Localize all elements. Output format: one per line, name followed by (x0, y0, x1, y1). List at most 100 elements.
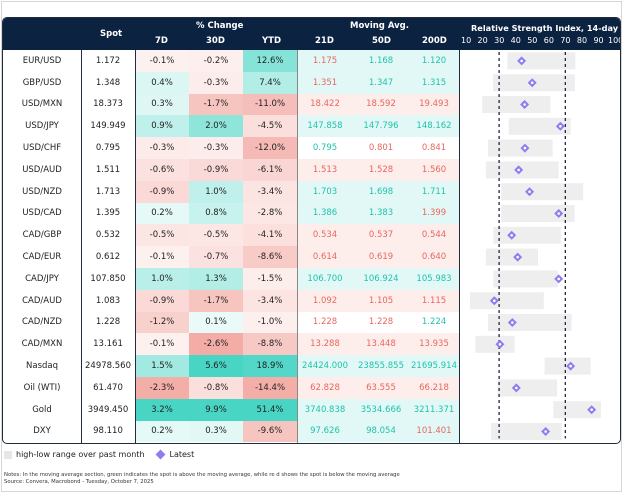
range-swatch-icon (4, 450, 12, 459)
change-7d: -1.2% (135, 311, 189, 334)
column-divider (297, 50, 298, 443)
rsi-range-bar (482, 96, 551, 113)
ma-21d: 62.828 (297, 377, 353, 399)
change-30d: 0.1% (189, 311, 243, 334)
table-row: USD/NZD 1.713 -0.9% 1.0% -3.4% 1.703 1.698 1.71… (3, 180, 620, 203)
header-pct-change: % Change (196, 21, 244, 31)
spot-value: 149.949 (90, 121, 126, 132)
rsi-marker-center (520, 59, 523, 63)
row-name: CAD/JPY (25, 273, 59, 284)
rsi-tick-label: 100 (608, 36, 620, 45)
rsi-range-bar (497, 379, 558, 397)
row-name: CAD/EUR (22, 252, 62, 263)
change-30d: -0.7% (189, 246, 243, 268)
ma-50d: 1.168 (353, 50, 409, 72)
ma-200d: 21695.914 (409, 355, 459, 377)
ma-21d: 1.703 (297, 180, 353, 203)
header-spot: Spot (100, 29, 123, 39)
change-30d: -0.8% (189, 377, 243, 399)
change-30d: -2.6% (189, 333, 243, 356)
ma-200d: 1.224 (409, 311, 459, 334)
table-row: USD/CHF 0.795 -0.3% -0.3% -12.0% 0.795 0.801 0.… (3, 137, 620, 159)
ma-200d: 105.983 (409, 268, 459, 290)
change-30d: -0.3% (189, 71, 243, 94)
ma-50d: 1.698 (353, 180, 409, 203)
row-name: Nasdaq (26, 361, 58, 372)
header-moving-avg: Moving Avg. (350, 21, 409, 31)
row-name: CAD/AUD (22, 295, 62, 306)
row-name: DXY (33, 426, 51, 437)
rsi-range-bar (475, 335, 515, 353)
ma-21d: 106.700 (297, 268, 353, 290)
ma-50d: 0.537 (353, 224, 409, 247)
ma-50d: 1.105 (353, 289, 409, 312)
rsi-range-bar (507, 52, 576, 70)
header-50d: 50D (372, 36, 391, 46)
ma-200d: 19.493 (409, 93, 459, 116)
ma-21d: 24424.000 (297, 355, 353, 377)
change-30d: -1.7% (189, 93, 243, 116)
spot-value: 0.612 (95, 252, 121, 263)
rsi-range-bar (493, 270, 559, 288)
rsi-tick-label: 60 (543, 36, 554, 45)
ma-21d: 1.386 (297, 202, 353, 225)
rsi-tick-label: 40 (510, 36, 521, 45)
spot-value: 1.172 (95, 55, 121, 66)
rsi-tick-label: 50 (527, 36, 538, 45)
row-name: CAD/GBP (22, 230, 62, 241)
column-divider (459, 50, 460, 443)
change-ytd: -4.1% (243, 224, 297, 247)
change-7d: 0.2% (135, 420, 189, 443)
spot-value: 1.348 (95, 77, 121, 88)
change-ytd: -2.8% (243, 202, 297, 225)
table-row: GBP/USD 1.348 0.4% -0.3% 7.4% 1.351 1.347 1.315 (3, 71, 620, 94)
table-row: CAD/MXN 13.161 -0.1% -2.6% -8.8% 13.288 13.448… (3, 333, 620, 356)
ma-21d: 1.228 (297, 311, 353, 334)
ma-50d: 23855.855 (353, 355, 409, 377)
footnotes: Notes: In the moving average section, gr… (4, 472, 400, 486)
change-30d: -0.5% (189, 224, 243, 247)
spot-value: 24978.560 (85, 361, 131, 372)
legend-latest-label: Latest (169, 450, 195, 459)
ma-50d: 147.796 (353, 115, 409, 138)
table-header: Spot % Change 7D 30D YTD Moving Avg. 21D… (3, 18, 620, 50)
ma-21d: 0.795 (297, 137, 353, 159)
change-ytd: -14.4% (243, 377, 297, 399)
ma-21d: 0.614 (297, 246, 353, 268)
change-7d: -0.1% (135, 246, 189, 268)
ma-50d: 0.801 (353, 137, 409, 159)
ma-200d: 0.841 (409, 137, 459, 159)
ma-50d: 1.228 (353, 311, 409, 334)
change-30d: 2.0% (189, 115, 243, 138)
ma-200d: 1.120 (409, 50, 459, 72)
table-row: USD/AUD 1.511 -0.6% -0.9% -6.1% 1.513 1.528 1.5… (3, 159, 620, 181)
ma-200d: 101.401 (409, 420, 459, 443)
ma-50d: 13.448 (353, 333, 409, 356)
header-30d: 30D (206, 36, 225, 46)
header-ytd: YTD (262, 36, 282, 46)
rsi-tick-label: 80 (576, 36, 588, 45)
table-row: EUR/USD 1.172 -0.1% -0.2% 12.6% 1.175 1.168 1.1… (3, 50, 620, 72)
change-ytd: -12.0% (243, 137, 297, 159)
rsi-marker-center (544, 430, 547, 433)
change-7d: -0.1% (135, 50, 189, 72)
spot-value: 18.373 (93, 99, 123, 110)
table-row: USD/CAD 1.395 0.2% 0.8% -2.8% 1.386 1.383 1.399 (3, 202, 620, 225)
change-30d: -0.2% (189, 50, 243, 72)
table-row: Oil (WTI) 61.470 -2.3% -0.8% -14.4% 62.828 63.… (3, 377, 620, 399)
rsi-marker-center (523, 103, 526, 106)
header-21d: 21D (315, 36, 334, 46)
rsi-marker-center (510, 234, 513, 237)
ma-200d: 1.711 (409, 180, 459, 203)
ma-21d: 13.288 (297, 333, 353, 356)
spot-value: 13.161 (93, 339, 123, 350)
ma-21d: 0.534 (297, 224, 353, 247)
spot-value: 3949.450 (87, 404, 129, 415)
rsi-marker-center (498, 343, 502, 346)
table-row: CAD/NZD 1.228 -1.2% 0.1% -1.0% 1.228 1.228 1.22… (3, 311, 620, 334)
ma-50d: 1.347 (353, 71, 409, 94)
spot-value: 1.395 (95, 208, 121, 219)
header-rsi-title: Relative Strength Index, 14-day (471, 23, 619, 33)
change-7d: 0.3% (135, 93, 189, 116)
row-name: USD/CHF (22, 143, 62, 154)
